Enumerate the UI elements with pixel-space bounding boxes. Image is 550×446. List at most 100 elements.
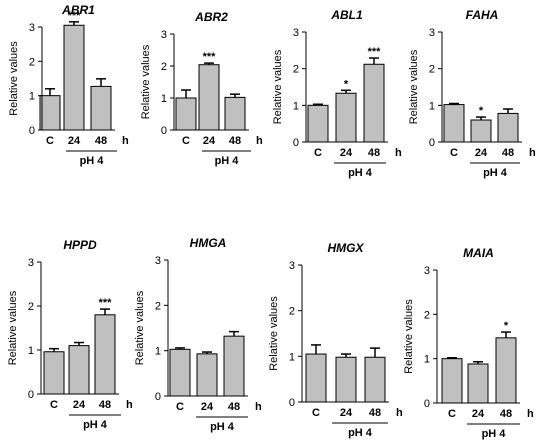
time-unit-label: h: [396, 407, 403, 419]
bar: [363, 63, 385, 143]
y-tick-label: 0: [29, 125, 35, 137]
group-label: pH 4: [348, 167, 373, 179]
y-axis-label: Relative values: [272, 49, 284, 124]
y-tick-label: 0: [429, 137, 435, 149]
x-tick-label: 24: [472, 408, 485, 420]
bar: [90, 85, 112, 131]
x-tick-label: 48: [500, 408, 512, 420]
x-tick-label: 24: [73, 399, 86, 411]
y-tick-label: 3: [424, 265, 430, 277]
y-axis-label: Relative values: [268, 296, 280, 371]
y-tick-label: 2: [429, 64, 435, 76]
y-tick-label: 3: [155, 255, 161, 267]
gene-title: ABR1: [61, 3, 95, 17]
gene-title: ABR2: [194, 10, 228, 24]
x-tick-label: 48: [229, 135, 241, 147]
panel-hmgx: C 24 48 0 1 2 3 Relative values HMGX h pH 4: [268, 241, 403, 439]
significance-label: ***: [203, 51, 217, 63]
bar: [169, 348, 191, 397]
y-tick-label: 0: [289, 397, 295, 409]
significance-label: *: [479, 105, 484, 117]
x-tick-label: C: [448, 408, 456, 420]
bar: [441, 358, 463, 404]
y-tick-label: 0: [28, 389, 34, 401]
bar: [443, 104, 465, 143]
bar: [43, 351, 65, 395]
group-label: pH 4: [348, 427, 373, 439]
y-axis-label: Relative values: [7, 290, 19, 365]
panel-hmga: C 24 48 0 1 2 3 Relative values HMGA h pH 4: [134, 236, 262, 433]
bar: [198, 64, 220, 131]
bar: [335, 356, 357, 403]
x-tick-label: 24: [475, 147, 488, 159]
bar: [305, 353, 327, 403]
time-unit-label: h: [527, 408, 534, 420]
y-axis-label: Relative values: [140, 44, 152, 119]
y-tick-label: 2: [28, 301, 34, 313]
significance-label: ***: [68, 10, 82, 22]
x-tick-label: 48: [99, 399, 111, 411]
y-tick-label: 1: [293, 100, 299, 112]
significance-label: *: [344, 78, 349, 90]
y-axis-label: Relative values: [403, 299, 415, 374]
y-tick-label: 1: [289, 351, 295, 363]
y-tick-label: 3: [28, 257, 34, 269]
bar: [175, 97, 197, 131]
bar: [63, 24, 85, 131]
time-unit-label: h: [395, 147, 402, 159]
x-tick-label: C: [182, 135, 190, 147]
y-tick-label: 2: [155, 300, 161, 312]
y-tick-label: 2: [289, 306, 295, 318]
group-label: pH 4: [80, 155, 105, 167]
bar: [68, 345, 90, 395]
significance-label: *: [504, 320, 509, 332]
y-tick-label: 1: [429, 100, 435, 112]
bar: [335, 92, 357, 143]
y-tick-label: 0: [293, 137, 299, 149]
y-tick-label: 2: [424, 309, 430, 321]
x-tick-label: 48: [502, 147, 514, 159]
panel-maia: C 24 * 48 0 1 2 3 Relative values MAIA h pH 4: [403, 246, 534, 440]
x-tick-label: 48: [369, 407, 381, 419]
time-unit-label: h: [126, 399, 133, 411]
panel-abl1: C * 24 *** 48 0 1 2 3 Relative values ABL1 h pH 4: [272, 8, 402, 179]
bar: [495, 337, 517, 404]
y-tick-label: 1: [161, 93, 167, 105]
y-tick-label: 3: [429, 27, 435, 39]
group-label: pH 4: [483, 167, 508, 179]
bar: [196, 353, 218, 397]
panel-abr2: C *** 24 48 0 1 2 3 Relative values ABR2 h pH 4: [140, 10, 263, 167]
y-tick-label: 1: [155, 346, 161, 358]
bar: [470, 119, 492, 143]
x-tick-label: C: [450, 147, 458, 159]
bar: [497, 112, 519, 143]
bar: [94, 314, 116, 395]
y-tick-label: 2: [29, 56, 35, 68]
y-axis-label: Relative values: [408, 49, 420, 124]
x-tick-label: 24: [340, 407, 353, 419]
bar: [224, 96, 246, 131]
bar: [307, 104, 329, 143]
y-tick-label: 0: [155, 391, 161, 403]
y-tick-label: 3: [289, 260, 295, 272]
gene-title: HMGA: [190, 236, 227, 250]
y-tick-label: 3: [29, 22, 35, 34]
gene-title: FAHA: [466, 8, 499, 22]
x-tick-label: C: [314, 147, 322, 159]
y-tick-label: 1: [29, 91, 35, 103]
gene-title: HPPD: [63, 238, 97, 252]
time-unit-label: h: [529, 147, 536, 159]
y-tick-label: 2: [293, 64, 299, 76]
y-tick-label: 1: [28, 345, 34, 357]
bar: [364, 356, 386, 403]
y-tick-label: 1: [424, 354, 430, 366]
x-tick-label: C: [46, 135, 54, 147]
significance-label: ***: [99, 297, 113, 309]
time-unit-label: h: [256, 135, 263, 147]
x-tick-label: C: [176, 401, 184, 413]
x-tick-label: C: [50, 399, 58, 411]
group-label: pH 4: [83, 419, 108, 431]
group-label: pH 4: [215, 155, 240, 167]
bar: [467, 363, 489, 404]
